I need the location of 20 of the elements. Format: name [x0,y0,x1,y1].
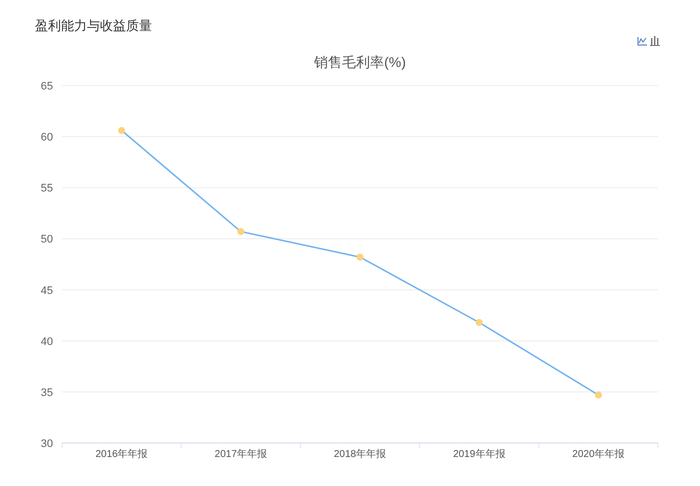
point [356,254,364,261]
y-tick-label: 40 [40,336,53,348]
point [594,391,602,398]
y-tick-label: 35 [40,386,53,399]
y-tick-label: 65 [40,80,53,92]
point [118,126,126,134]
x-tick-label: 2017年年报 [214,448,267,460]
y-tick-label: 55 [40,182,53,195]
chart-title: 盈利能力与收益质量 [35,18,152,33]
chart-subtitle: 销售毛利率(%) [313,54,406,70]
point [237,228,244,236]
y-tick-label: 60 [40,132,53,144]
x-tick-label: 2020年年报 [572,448,625,460]
point [476,318,483,326]
y-tick-label: 45 [40,284,53,297]
x-tick-label: 2016年年报 [95,448,148,460]
x-tick-label: 2019年年报 [453,448,506,460]
y-tick-label: 50 [40,234,53,246]
x-tick-label: 2018年年报 [334,448,386,460]
y-tick-label: 30 [40,438,53,450]
